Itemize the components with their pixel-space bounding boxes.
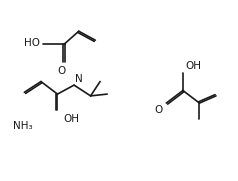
Text: OH: OH [63,114,79,124]
Text: O: O [57,66,65,76]
Text: N: N [75,74,83,84]
Text: HO: HO [24,38,40,48]
Text: O: O [154,105,163,115]
Text: NH₃: NH₃ [13,121,32,131]
Text: OH: OH [185,61,201,71]
